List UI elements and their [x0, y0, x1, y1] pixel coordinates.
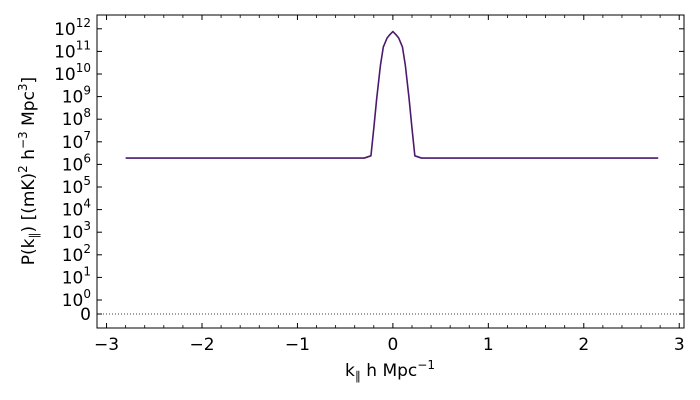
x-tick-label: −1: [285, 335, 310, 355]
y-tick-label: 100: [62, 287, 91, 311]
y-tick-label: 108: [62, 106, 91, 130]
y-tick-label: 102: [62, 242, 91, 266]
series-layer: [125, 30, 659, 159]
y-tick-label: 1010: [54, 61, 91, 85]
y-tick-label: 1011: [54, 38, 91, 62]
x-tick-label: −3: [94, 335, 119, 355]
plot-area: [96, 14, 685, 329]
x-axis: −3 −2 −1 0 1 2 3: [94, 15, 685, 355]
x-tick-label: 3: [674, 335, 685, 355]
x-tick-label: −2: [189, 335, 214, 355]
y-axis: 0100101102103104105106107108109101010111…: [54, 16, 684, 325]
y-tick-label: 106: [62, 151, 91, 175]
y-tick-label: 1012: [54, 16, 91, 40]
y-tick-label: 103: [62, 219, 91, 243]
y-tick-label: 107: [62, 129, 91, 153]
y-tick-label: 104: [62, 197, 91, 221]
x-tick-label: 0: [387, 335, 398, 355]
y-axis-label: P(k∥) [(mK)2 h−3 Mpc3]: [16, 77, 41, 265]
x-axis-label: k∥ h Mpc−1: [345, 358, 435, 383]
x-tick-label: 1: [483, 335, 494, 355]
series-line: [125, 30, 659, 159]
y-tick-label: 109: [62, 84, 91, 108]
x-tick-label: 2: [578, 335, 589, 355]
y-tick-label: 0: [80, 305, 91, 325]
y-tick-label: 101: [62, 264, 91, 288]
y-tick-label: 105: [62, 174, 91, 198]
